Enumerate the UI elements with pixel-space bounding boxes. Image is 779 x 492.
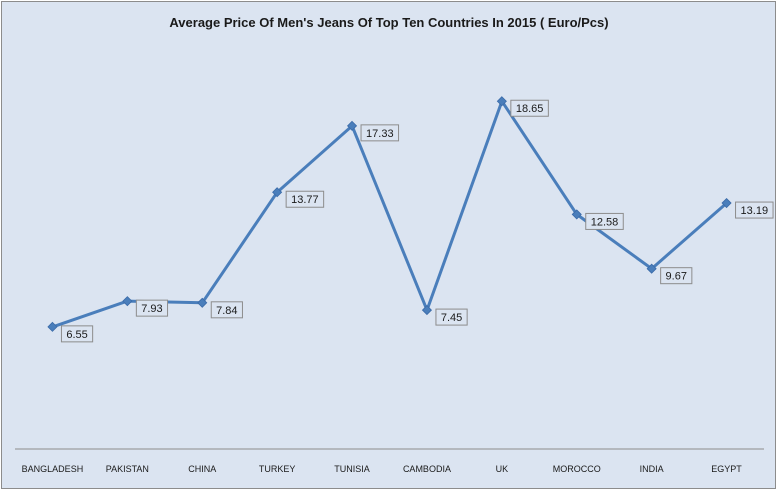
x-tick-label: PAKISTAN — [106, 464, 149, 474]
data-point-marker — [197, 297, 208, 308]
data-label-box — [135, 299, 169, 317]
data-label-box — [735, 201, 774, 219]
x-tick-label: MOROCCO — [553, 464, 601, 474]
x-tick-label: TURKEY — [259, 464, 296, 474]
data-label-box — [285, 190, 325, 208]
data-label-box — [510, 99, 549, 117]
data-label: 7.84 — [216, 305, 237, 317]
data-label-box — [435, 308, 468, 326]
data-label-box — [360, 124, 400, 142]
data-point-marker — [496, 96, 507, 107]
data-point-marker — [47, 321, 58, 332]
x-tick-label: CAMBODIA — [403, 464, 451, 474]
data-label: 9.67 — [666, 271, 687, 283]
data-label-box — [585, 212, 624, 230]
data-labels-group: 6.55 7.93 7.84 13.77 17.33 7.45 18.65 12.58 9.67… — [60, 99, 774, 343]
data-point-marker — [122, 296, 133, 307]
data-label: 13.19 — [741, 205, 769, 217]
data-label: 17.33 — [366, 128, 394, 140]
data-label: 7.45 — [441, 312, 462, 324]
chart-title: Average Price Of Men's Jeans Of Top Ten … — [169, 15, 608, 30]
data-label: 6.55 — [66, 329, 87, 341]
category-labels-group: BANGLADESH PAKISTAN CHINA TURKEY TUNISIA CAMB… — [22, 464, 743, 474]
data-label: 12.58 — [591, 216, 619, 228]
data-point-marker — [346, 120, 358, 131]
data-label: 18.65 — [516, 103, 544, 115]
x-tick-label: EGYPT — [711, 464, 742, 474]
data-label-box — [210, 301, 243, 319]
data-label: 7.93 — [141, 303, 162, 315]
data-point-marker — [646, 263, 657, 274]
data-label-box — [660, 267, 693, 285]
x-tick-label: CHINA — [188, 464, 216, 474]
x-tick-label: TUNISIA — [334, 464, 370, 474]
data-point-marker — [272, 187, 283, 198]
data-point-marker — [721, 197, 732, 209]
x-tick-label: UK — [496, 464, 509, 474]
data-point-marker — [421, 305, 433, 316]
data-point-marker — [571, 209, 582, 220]
x-tick-label: INDIA — [640, 464, 664, 474]
markers-group — [47, 96, 732, 332]
x-tick-label: BANGLADESH — [22, 464, 84, 474]
data-label-box — [60, 325, 94, 343]
data-label: 13.77 — [291, 194, 319, 206]
